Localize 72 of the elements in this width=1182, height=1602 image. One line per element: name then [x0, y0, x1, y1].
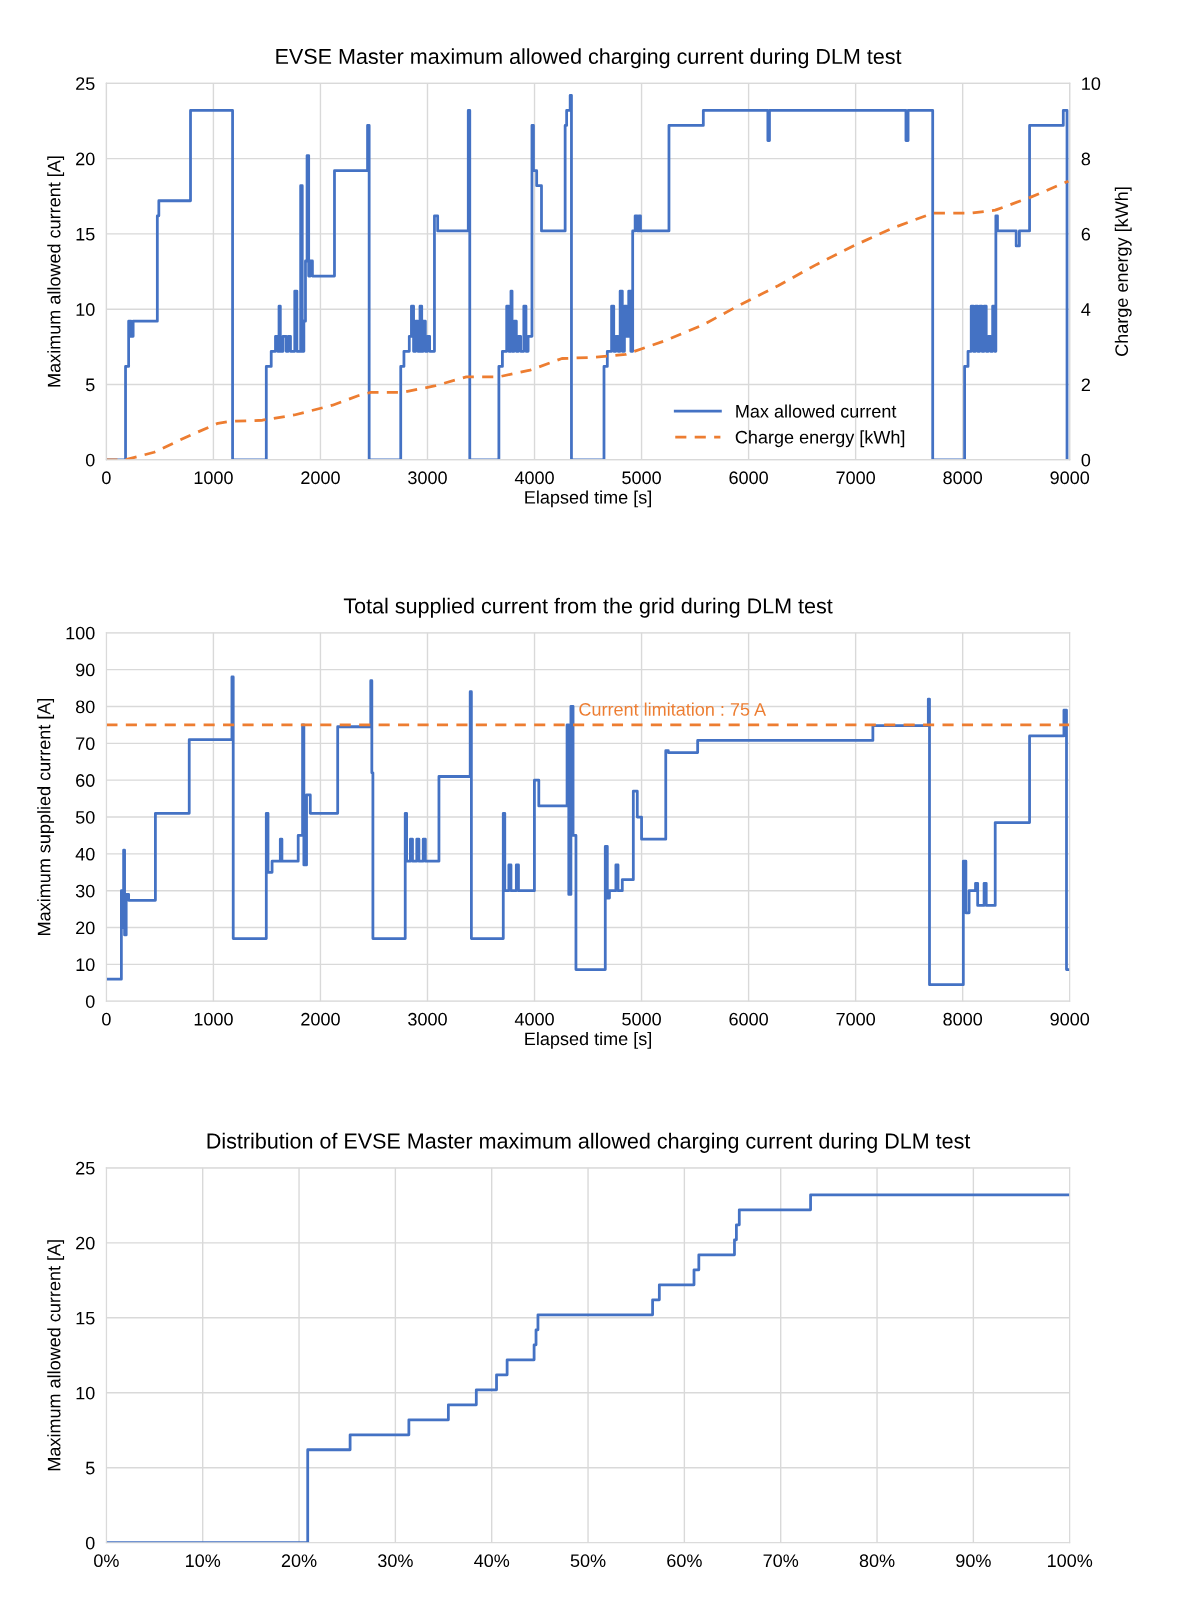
x-tick-label: 9000: [1050, 471, 1090, 485]
x-tick-label: 4000: [514, 1012, 554, 1026]
x-tick-label: 50%: [570, 1554, 606, 1568]
x-tick-label: 0: [102, 471, 111, 485]
y2-axis-title: Charge energy [kWh]: [1114, 187, 1132, 356]
x-tick-label: 6000: [729, 471, 768, 485]
y-tick-label: 20: [76, 921, 95, 935]
x-tick-label: 2000: [301, 471, 340, 485]
x-axis-title: Elapsed time [s]: [525, 1031, 651, 1049]
y-tick-label: 5: [85, 378, 95, 392]
y-tick-label: 30: [75, 884, 95, 898]
y-axis-title: Maximum allowed current [A]: [47, 156, 65, 387]
x-tick-label: 5000: [622, 1012, 661, 1026]
y-tick-label: 10: [76, 1386, 95, 1400]
x-tick-label: 8000: [943, 471, 983, 485]
y-tick-label: 60: [76, 774, 95, 787]
y-tick-label: 10: [76, 958, 95, 972]
x-tick-label: 1000: [194, 471, 233, 485]
x-tick-label: 70%: [763, 1554, 799, 1568]
y-axis-title: Maximum supplied current [A]: [37, 698, 55, 935]
x-tick-label: 4000: [514, 471, 554, 485]
y2-tick-label: 4: [1081, 303, 1091, 316]
y-tick-label: 25: [76, 1161, 95, 1175]
x-tick-label: 5000: [622, 471, 661, 485]
chart-title: Distribution of EVSE Master maximum allowed charging current during DLM test: [207, 1132, 971, 1153]
y-tick-label: 5: [85, 1461, 95, 1475]
y2-tick-label: 8: [1081, 152, 1091, 166]
y-tick-label: 80: [75, 700, 95, 714]
x-tick-label: 1000: [194, 1012, 233, 1026]
y-tick-label: 20: [76, 152, 95, 166]
x-tick-label: 0%: [94, 1554, 119, 1568]
y-tick-label: 90: [76, 663, 95, 677]
y-tick-label: 100: [66, 626, 95, 640]
y-tick-label: 15: [76, 228, 95, 241]
x-tick-label: 90%: [956, 1554, 991, 1568]
y-tick-label: 50: [75, 810, 95, 824]
x-tick-label: 0: [102, 1012, 111, 1026]
y2-tick-label: 6: [1081, 227, 1091, 241]
legend-label: Max allowed current: [736, 404, 897, 418]
x-tick-label: 7000: [836, 471, 876, 485]
x-tick-label: 3000: [408, 1012, 447, 1026]
x-axis-title: Elapsed time [s]: [525, 490, 651, 508]
chart-title: EVSE Master maximum allowed charging current during DLM test: [276, 48, 902, 69]
x-tick-label: 9000: [1050, 1012, 1090, 1026]
x-tick-label: 7000: [836, 1012, 876, 1026]
y-tick-label: 0: [85, 995, 95, 1008]
x-tick-label: 30%: [378, 1554, 413, 1568]
ref-line-label: Current limitation : 75 A: [579, 702, 767, 716]
x-tick-label: 60%: [667, 1554, 702, 1568]
y2-tick-label: 0: [1081, 453, 1091, 467]
legend-label: Charge energy [kWh]: [735, 430, 905, 448]
y-tick-label: 25: [76, 77, 95, 91]
y-tick-label: 10: [76, 303, 95, 316]
y-tick-label: 0: [85, 1536, 95, 1550]
x-tick-label: 40%: [474, 1554, 510, 1568]
x-tick-label: 2000: [301, 1012, 340, 1026]
x-tick-label: 10%: [186, 1554, 221, 1568]
y-tick-label: 15: [76, 1311, 95, 1325]
y2-tick-label: 2: [1081, 378, 1090, 392]
y-tick-label: 70: [76, 737, 95, 751]
x-tick-label: 8000: [943, 1012, 983, 1026]
x-tick-label: 100%: [1048, 1554, 1093, 1568]
x-tick-label: 3000: [408, 471, 447, 485]
y-axis-title: Maximum allowed current [A]: [47, 1240, 65, 1471]
x-tick-label: 20%: [281, 1554, 317, 1568]
x-tick-label: 80%: [859, 1554, 895, 1568]
chart-title: Total supplied current from the grid during DLM test: [343, 597, 833, 618]
x-tick-label: 6000: [729, 1012, 768, 1026]
y2-tick-label: 10: [1082, 77, 1101, 91]
y-tick-label: 40: [75, 847, 95, 861]
y-tick-label: 20: [76, 1236, 95, 1250]
y-tick-label: 0: [85, 453, 95, 467]
